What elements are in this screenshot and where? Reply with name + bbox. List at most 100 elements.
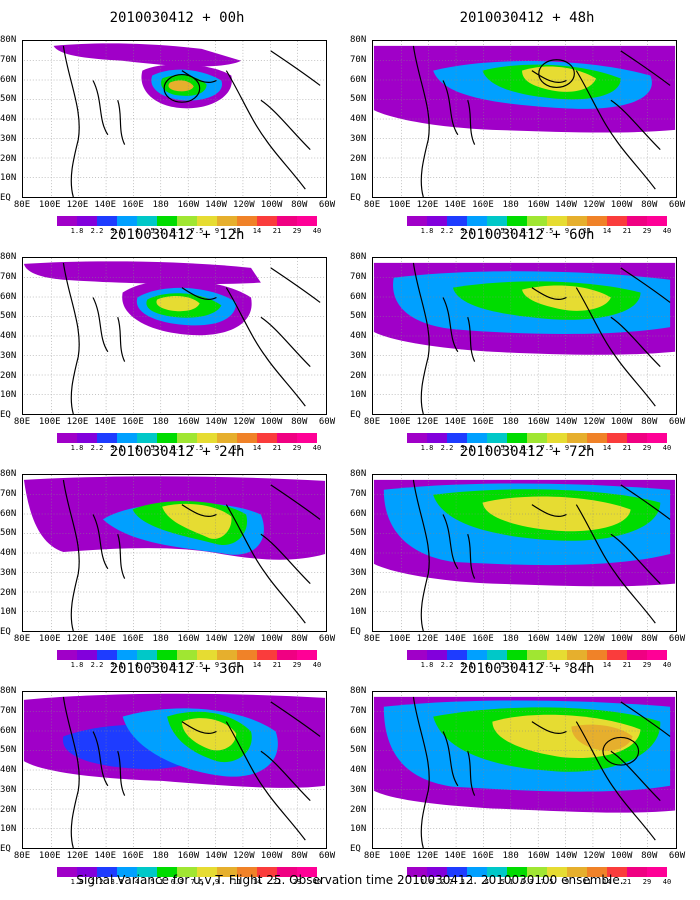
colorbar-label: 2.2 xyxy=(90,444,104,452)
colorbar-swatch xyxy=(607,650,627,660)
lon-tick-label: 160E xyxy=(472,200,494,210)
colorbar-label: 5.1 xyxy=(500,444,514,452)
colorbar-label: 11 xyxy=(582,227,592,235)
colorbar-swatch xyxy=(607,867,627,877)
lon-tick-label: 160E xyxy=(472,417,494,427)
lon-tick-label: 120E xyxy=(416,634,439,644)
lat-tick-label: 50N xyxy=(350,745,367,756)
lon-tick-label: 60W xyxy=(668,417,686,427)
lon-tick-label: 180 xyxy=(152,200,169,210)
colorbar xyxy=(57,867,317,877)
lon-tick-label: 120E xyxy=(66,417,89,427)
colorbar-swatch xyxy=(57,650,77,660)
coastline xyxy=(620,267,671,303)
panel-title-p00: 2010030412 + 00h xyxy=(109,10,245,26)
colorbar-label: 7.5 xyxy=(190,661,204,669)
coastline xyxy=(260,316,311,368)
colorbar-label: 21 xyxy=(622,661,632,669)
colorbar-swatch xyxy=(77,433,97,443)
lat-tick-label: 10N xyxy=(0,824,17,835)
colorbar-label: 1.8 xyxy=(420,444,434,452)
colorbar-label: 7.5 xyxy=(190,878,204,886)
lat-tick-label: 80N xyxy=(350,35,367,45)
lon-tick-label: 80E xyxy=(13,417,31,427)
lon-tick-label: 160E xyxy=(472,851,494,861)
lat-tick-label: 40N xyxy=(350,114,367,124)
lon-tick-label: 140E xyxy=(94,200,117,210)
colorbar-label: 1.8 xyxy=(70,878,84,886)
colorbar-label: 9 xyxy=(564,661,570,669)
lon-tick-label: 60W xyxy=(668,851,686,861)
colorbar-swatch xyxy=(197,433,217,443)
colorbar-label: 29 xyxy=(642,878,652,886)
lat-tick-label: 70N xyxy=(0,271,17,282)
lon-tick-label: 140E xyxy=(444,417,467,427)
lat-tick-label: 60N xyxy=(0,508,17,519)
coastline xyxy=(260,533,311,585)
colorbar-label: 29 xyxy=(642,661,652,669)
colorbar-swatch xyxy=(237,433,257,443)
coastline xyxy=(620,484,671,520)
colorbar-swatch xyxy=(57,867,77,877)
colorbar xyxy=(407,433,667,443)
field-plot-p72 xyxy=(373,475,676,631)
colorbar xyxy=(57,433,317,443)
lat-tick-label: 40N xyxy=(350,765,367,775)
colorbar-label: 5.1 xyxy=(150,661,164,669)
lon-tick-label: 160W xyxy=(527,417,550,427)
colorbar-swatch xyxy=(547,433,567,443)
lon-tick-label: 160W xyxy=(177,851,200,861)
colorbar-label: 4 xyxy=(484,878,490,886)
colorbar-swatch xyxy=(427,650,447,660)
colorbar-label: 40 xyxy=(312,661,322,669)
lon-tick-label: 120W xyxy=(232,200,255,210)
colorbar-swatch xyxy=(237,867,257,877)
field-plot-p24 xyxy=(23,475,326,631)
coastline xyxy=(467,534,476,579)
colorbar-label: 4 xyxy=(134,227,140,235)
lon-tick-label: 60W xyxy=(318,417,336,427)
coastline xyxy=(575,287,656,407)
colorbar-label: 9 xyxy=(564,444,570,452)
colorbar-swatch xyxy=(647,433,667,443)
colorbar-swatch xyxy=(217,216,237,226)
lat-tick-label: EQ xyxy=(350,627,361,637)
lat-tick-label: 50N xyxy=(0,745,17,756)
colorbar-label: 14 xyxy=(602,661,612,669)
colorbar-label: 40 xyxy=(662,661,672,669)
lat-tick-label: 10N xyxy=(350,390,367,401)
lat-tick-label: 20N xyxy=(0,804,17,815)
coastline xyxy=(412,696,430,848)
coastline xyxy=(610,750,661,802)
coastline xyxy=(610,316,661,368)
field-plot-p60 xyxy=(373,258,676,414)
colorbar-label: 29 xyxy=(292,227,302,235)
colorbar-swatch xyxy=(447,867,467,877)
colorbar-swatch xyxy=(137,433,157,443)
coastline xyxy=(117,751,126,796)
map-p36 xyxy=(22,691,327,849)
colorbar-label: 6.3 xyxy=(170,661,184,669)
lon-tick-label: 140E xyxy=(94,634,117,644)
lat-tick-label: 40N xyxy=(350,331,367,341)
field-plot-p84 xyxy=(373,692,676,848)
colorbar-swatch xyxy=(97,867,117,877)
lon-tick-label: 100E xyxy=(388,851,411,861)
colorbar-label: 9 xyxy=(564,227,570,235)
colorbar-label: 21 xyxy=(622,227,632,235)
coastline xyxy=(610,99,661,151)
lat-tick-label: 20N xyxy=(0,587,17,598)
colorbar xyxy=(57,650,317,660)
lat-tick-label: 10N xyxy=(0,173,17,184)
map-p00 xyxy=(22,40,327,198)
colorbar-label: 14 xyxy=(252,227,262,235)
colorbar-swatch xyxy=(567,216,587,226)
lon-tick-label: 140W xyxy=(555,634,577,644)
colorbar-label: 21 xyxy=(272,661,282,669)
colorbar-label: 2.2 xyxy=(440,661,454,669)
lon-tick-label: 60W xyxy=(668,200,686,210)
lon-tick-label: 80E xyxy=(363,417,381,427)
lat-tick-label: 30N xyxy=(0,567,17,578)
colorbar-swatch xyxy=(447,650,467,660)
coastline xyxy=(442,514,459,570)
